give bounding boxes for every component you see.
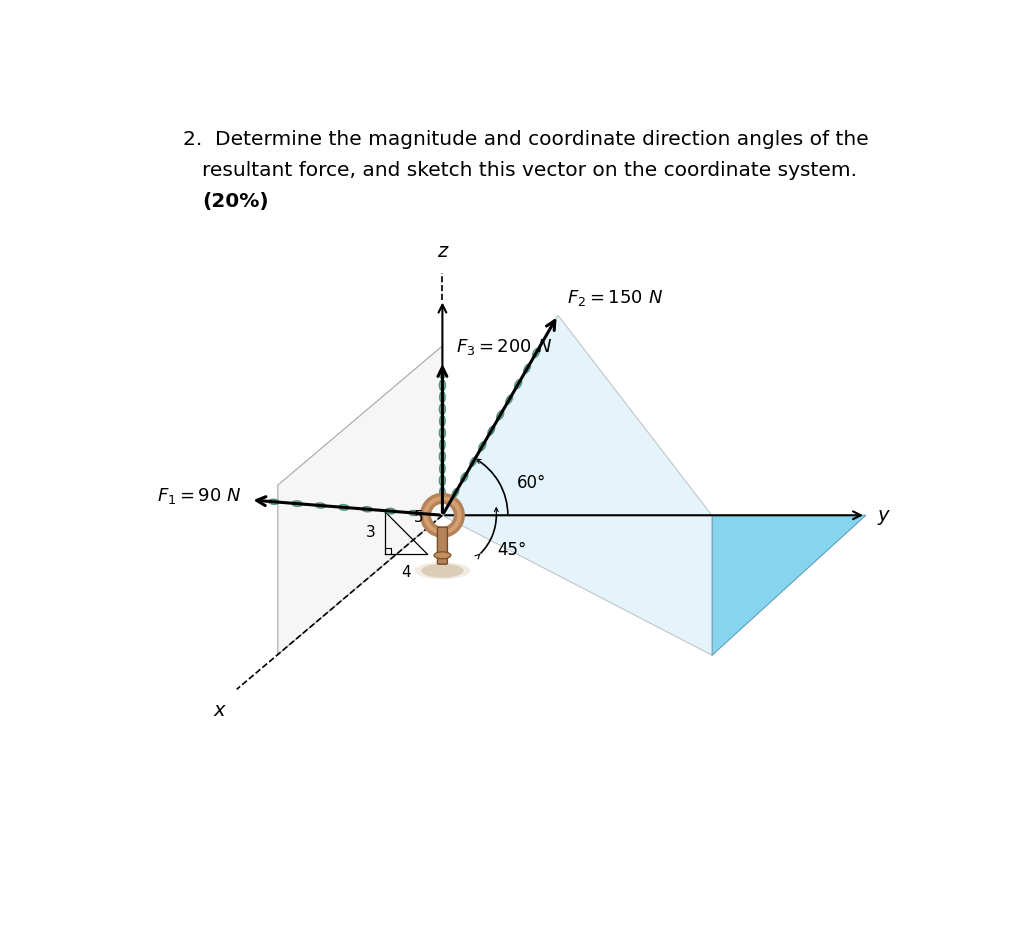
Text: x: x: [214, 701, 225, 719]
Ellipse shape: [470, 457, 476, 466]
Text: resultant force, and sketch this vector on the coordinate system.: resultant force, and sketch this vector …: [202, 161, 857, 180]
Ellipse shape: [292, 501, 302, 507]
Ellipse shape: [497, 411, 504, 419]
Ellipse shape: [409, 510, 419, 516]
Text: 3: 3: [366, 524, 376, 539]
Ellipse shape: [439, 439, 445, 450]
Polygon shape: [442, 315, 712, 515]
Ellipse shape: [421, 564, 464, 578]
Ellipse shape: [439, 451, 445, 462]
Ellipse shape: [515, 380, 521, 388]
Ellipse shape: [439, 380, 445, 390]
Ellipse shape: [439, 392, 445, 402]
Ellipse shape: [461, 473, 468, 482]
Ellipse shape: [506, 395, 512, 404]
Ellipse shape: [488, 426, 495, 435]
FancyBboxPatch shape: [437, 527, 447, 564]
Ellipse shape: [532, 348, 540, 357]
Ellipse shape: [439, 487, 445, 498]
Text: 60°: 60°: [517, 474, 547, 492]
Text: $F_2 = 150$ N: $F_2 = 150$ N: [567, 288, 664, 308]
Text: 4: 4: [401, 566, 411, 581]
Ellipse shape: [434, 552, 451, 559]
Ellipse shape: [415, 562, 470, 579]
Ellipse shape: [385, 508, 395, 514]
Text: $F_1 = 90$ N: $F_1 = 90$ N: [157, 486, 242, 507]
Ellipse shape: [439, 463, 445, 474]
Ellipse shape: [439, 403, 445, 415]
Polygon shape: [712, 515, 866, 656]
Ellipse shape: [479, 442, 485, 451]
Ellipse shape: [268, 499, 279, 505]
Polygon shape: [442, 515, 712, 656]
Ellipse shape: [339, 505, 349, 510]
Text: y: y: [878, 506, 889, 524]
Polygon shape: [278, 346, 442, 655]
Ellipse shape: [315, 503, 326, 508]
Ellipse shape: [362, 507, 372, 512]
Text: $F_3 = 200$ N: $F_3 = 200$ N: [457, 338, 552, 357]
Text: 5: 5: [414, 510, 423, 525]
Text: 2.  Determine the magnitude and coordinate direction angles of the: 2. Determine the magnitude and coordinat…: [183, 130, 868, 149]
Ellipse shape: [439, 368, 445, 379]
Ellipse shape: [439, 416, 445, 427]
Ellipse shape: [452, 489, 459, 497]
Ellipse shape: [439, 475, 445, 486]
Text: (20%): (20%): [202, 192, 268, 211]
Ellipse shape: [439, 428, 445, 438]
Text: 45°: 45°: [497, 541, 526, 559]
Text: z: z: [437, 242, 447, 261]
Ellipse shape: [524, 364, 530, 373]
